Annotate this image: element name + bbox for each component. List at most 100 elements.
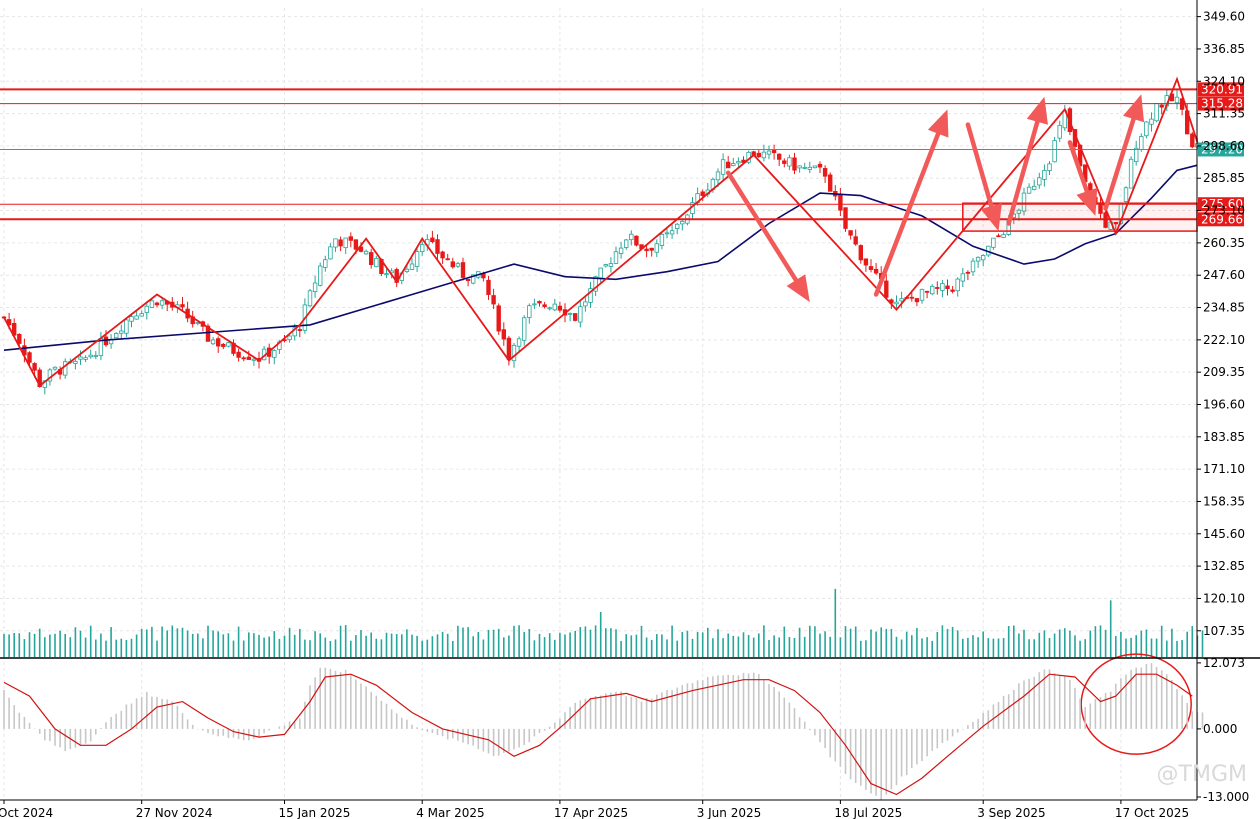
candle-body — [470, 274, 476, 284]
arrow-up-3-head — [1123, 94, 1145, 123]
grid — [0, 8, 1197, 800]
candle-body — [659, 233, 665, 246]
level-label: 320.91 — [1201, 82, 1243, 96]
candle-body — [522, 317, 527, 341]
candle-body — [312, 282, 318, 292]
time-axis-label: 17 Apr 2025 — [554, 806, 628, 819]
candle-body — [975, 256, 981, 262]
arrow-up-1-head — [927, 109, 949, 138]
candle-body — [114, 332, 119, 339]
candle-body — [1047, 163, 1052, 171]
candle-body — [578, 306, 583, 323]
candle-body — [1052, 140, 1057, 163]
time-axis-label: 17 Oct 2025 — [1115, 806, 1189, 819]
candle-body — [317, 265, 323, 286]
candle-body — [455, 263, 461, 267]
candle-body — [608, 263, 614, 267]
arrow-down-3 — [1067, 140, 1090, 194]
candle-body — [853, 236, 858, 245]
price-axis-label: 132.85 — [1203, 559, 1245, 573]
candle-body — [63, 361, 68, 376]
candle-body — [613, 251, 619, 264]
candle-body — [139, 313, 144, 317]
candle-body — [83, 357, 88, 360]
candle-body — [419, 244, 425, 252]
candle-body — [603, 264, 608, 267]
candle-body — [180, 304, 185, 308]
candle-body — [675, 223, 680, 229]
candle-body — [445, 258, 450, 261]
price-axis-label: 120.10 — [1203, 591, 1245, 605]
candle-body — [1144, 121, 1149, 137]
candle-body — [583, 301, 588, 307]
candle-body — [144, 305, 149, 313]
candle-body — [435, 239, 440, 254]
price-axis-label: 209.35 — [1203, 365, 1245, 379]
candle-body — [210, 339, 216, 345]
candle-body — [1159, 104, 1164, 108]
time-axis-label: Oct 2024 — [0, 806, 53, 819]
candle-body — [624, 239, 629, 248]
candle-body — [930, 285, 935, 295]
candle-body — [761, 151, 767, 159]
candle-body — [644, 248, 649, 252]
arrow-down-2-head — [980, 203, 1002, 232]
candle-body — [680, 221, 685, 225]
level-tag — [1198, 82, 1244, 97]
candle-body — [649, 247, 654, 251]
candle-body — [802, 167, 807, 169]
candle-body — [119, 330, 124, 334]
price-axis-label: 234.85 — [1203, 301, 1245, 315]
watermark: @TMGM — [1157, 762, 1247, 787]
current-price-tag — [1198, 142, 1244, 157]
candle-body — [588, 288, 593, 303]
candle-body — [573, 313, 578, 321]
candle-body — [537, 301, 542, 304]
candle-body — [348, 236, 353, 241]
time-axis-label: 4 Mar 2025 — [416, 806, 484, 819]
candle-body — [1174, 96, 1180, 104]
arrow-up-3 — [1103, 116, 1136, 211]
level-tag — [1198, 212, 1244, 227]
candle-body — [950, 289, 955, 292]
candle-body — [654, 243, 659, 253]
candle-body — [817, 163, 823, 168]
candle-body — [1128, 158, 1134, 189]
candle-body — [756, 152, 761, 158]
candle-body — [17, 333, 22, 344]
candle-body — [374, 258, 379, 268]
candle-body — [486, 279, 491, 295]
candle-body — [52, 366, 58, 370]
candle-body — [669, 230, 675, 235]
candle-body — [848, 230, 853, 236]
candle-body — [787, 157, 792, 167]
candle-body — [516, 338, 522, 347]
candle-body — [414, 251, 420, 267]
candle-body — [440, 251, 445, 259]
candle-body — [991, 237, 996, 248]
candle-body — [552, 303, 557, 311]
candle-body — [124, 319, 129, 334]
candle-body — [409, 263, 415, 270]
candle-body — [822, 168, 828, 177]
price-axis-label: 324.10 — [1203, 74, 1245, 88]
candle-body — [88, 354, 93, 358]
candle-body — [909, 296, 914, 299]
candle-body — [205, 325, 211, 342]
candle-body — [129, 316, 134, 322]
candle-body — [323, 259, 328, 268]
candle-body — [1113, 221, 1118, 225]
candle-body — [221, 343, 226, 347]
price-axis-label: 222.10 — [1203, 333, 1245, 347]
candle-body — [914, 298, 920, 303]
candle-body — [93, 355, 98, 357]
candle-body — [557, 305, 563, 311]
candle-body — [333, 238, 338, 248]
arrow-up-2-head — [1026, 96, 1048, 125]
candle-body — [731, 163, 736, 166]
ma-line — [3, 164, 1198, 351]
candle-body — [353, 239, 359, 250]
candle-body — [629, 233, 634, 241]
candle-body — [149, 300, 155, 308]
